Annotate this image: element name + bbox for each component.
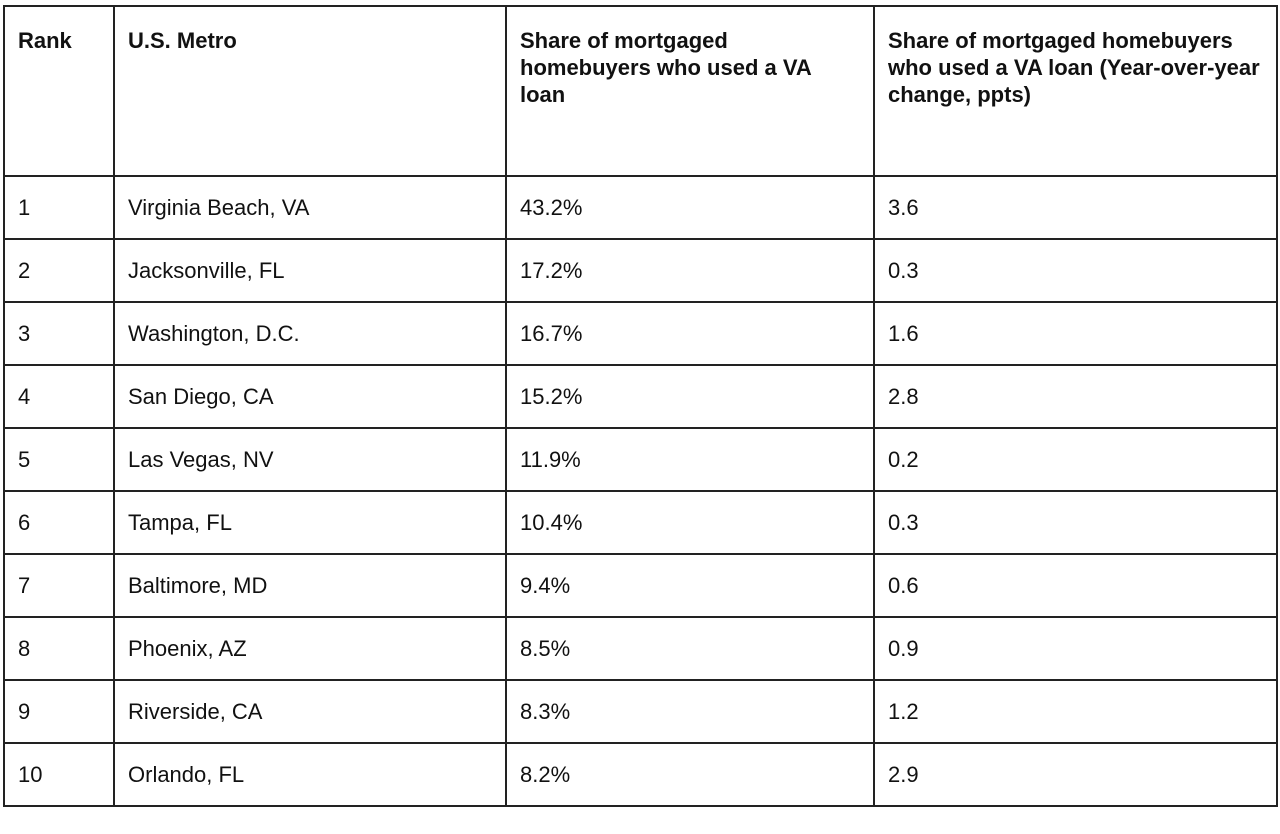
table-cell: 8.3% xyxy=(505,679,875,744)
table-cell: San Diego, CA xyxy=(113,364,507,429)
table-cell: 2.8 xyxy=(873,364,1278,429)
table-cell: 1.2 xyxy=(873,679,1278,744)
table-row: 6 Tampa, FL 10.4% 0.3 xyxy=(3,490,1278,555)
table-row: 1 Virginia Beach, VA 43.2% 3.6 xyxy=(3,175,1278,240)
table-cell: 17.2% xyxy=(505,238,875,303)
table-cell: Las Vegas, NV xyxy=(113,427,507,492)
table-cell: Orlando, FL xyxy=(113,742,507,807)
table-cell: 0.9 xyxy=(873,616,1278,681)
data-table: Rank U.S. Metro Share of mortgaged homebuy… xyxy=(3,5,1278,807)
header-row: Rank U.S. Metro Share of mortgaged homebuy… xyxy=(3,5,1278,177)
table-row: 2 Jacksonville, FL 17.2% 0.3 xyxy=(3,238,1278,303)
table-cell: 0.2 xyxy=(873,427,1278,492)
table-row: 8 Phoenix, AZ 8.5% 0.9 xyxy=(3,616,1278,681)
header-cell: Share of mortgaged homebuyers who used a… xyxy=(505,5,875,177)
table-cell: 0.3 xyxy=(873,238,1278,303)
table-cell: Baltimore, MD xyxy=(113,553,507,618)
table-cell: Riverside, CA xyxy=(113,679,507,744)
table-cell: 4 xyxy=(3,364,115,429)
table-cell: 16.7% xyxy=(505,301,875,366)
table-cell: Phoenix, AZ xyxy=(113,616,507,681)
table-cell: Jacksonville, FL xyxy=(113,238,507,303)
table-cell: Virginia Beach, VA xyxy=(113,175,507,240)
table-cell: 5 xyxy=(3,427,115,492)
table-cell: 10.4% xyxy=(505,490,875,555)
table-cell: 2 xyxy=(3,238,115,303)
table-row: 9 Riverside, CA 8.3% 1.2 xyxy=(3,679,1278,744)
table-cell: 8 xyxy=(3,616,115,681)
table-cell: 6 xyxy=(3,490,115,555)
table-cell: 1.6 xyxy=(873,301,1278,366)
table-cell: 43.2% xyxy=(505,175,875,240)
table-cell: 1 xyxy=(3,175,115,240)
table-row: 5 Las Vegas, NV 11.9% 0.2 xyxy=(3,427,1278,492)
table-cell: Tampa, FL xyxy=(113,490,507,555)
table-cell: 11.9% xyxy=(505,427,875,492)
table-cell: Washington, D.C. xyxy=(113,301,507,366)
table-cell: 8.5% xyxy=(505,616,875,681)
table-cell: 3.6 xyxy=(873,175,1278,240)
table-cell: 0.3 xyxy=(873,490,1278,555)
table-row: 7 Baltimore, MD 9.4% 0.6 xyxy=(3,553,1278,618)
table-cell: 15.2% xyxy=(505,364,875,429)
table-cell: 8.2% xyxy=(505,742,875,807)
table-cell: 9 xyxy=(3,679,115,744)
table-row: 3 Washington, D.C. 16.7% 1.6 xyxy=(3,301,1278,366)
header-cell: U.S. Metro xyxy=(113,5,507,177)
table-cell: 7 xyxy=(3,553,115,618)
header-cell: Share of mortgaged homebuyers who used a… xyxy=(873,5,1278,177)
table-body: 1 Virginia Beach, VA 43.2% 3.6 2 Jacksonville… xyxy=(3,175,1278,807)
header-cell: Rank xyxy=(3,5,115,177)
table-cell: 9.4% xyxy=(505,553,875,618)
table-row: 4 San Diego, CA 15.2% 2.8 xyxy=(3,364,1278,429)
table-cell: 10 xyxy=(3,742,115,807)
table-row: 10 Orlando, FL 8.2% 2.9 xyxy=(3,742,1278,807)
table-cell: 0.6 xyxy=(873,553,1278,618)
table-cell: 2.9 xyxy=(873,742,1278,807)
table-header: Rank U.S. Metro Share of mortgaged homebuy… xyxy=(3,5,1278,177)
table-cell: 3 xyxy=(3,301,115,366)
